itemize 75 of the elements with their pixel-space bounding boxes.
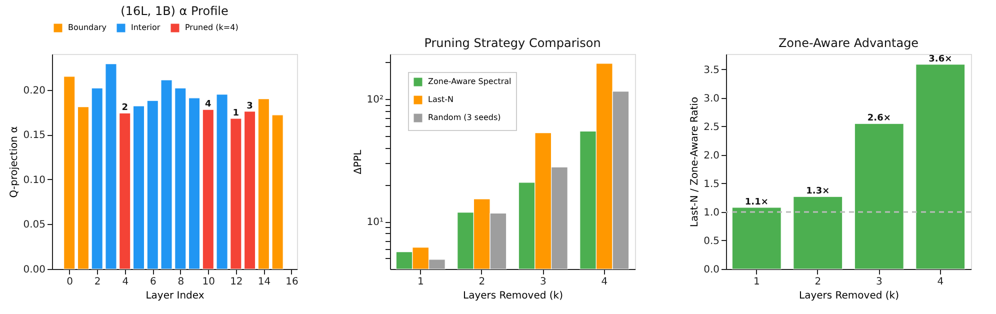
bar	[105, 64, 117, 270]
bar	[793, 196, 843, 270]
legend-label: Last-N	[428, 95, 454, 104]
x-tick-label: 1	[753, 276, 760, 288]
bar	[732, 207, 782, 270]
x-tick-label: 3	[876, 276, 882, 288]
y-tick-label: 1.0	[704, 207, 720, 218]
x-axis-title: Layers Removed (k)	[463, 290, 564, 302]
bar	[202, 109, 214, 270]
bar	[119, 112, 131, 270]
bar	[244, 111, 256, 270]
bar	[272, 114, 284, 270]
y-tick-label: 0.5	[704, 236, 720, 247]
legend-label: Interior	[131, 23, 161, 32]
x-tick-label: 4	[122, 276, 129, 288]
bar	[160, 80, 172, 270]
y-tick-label: 10¹	[366, 217, 384, 228]
y-tick-label: 2.0	[704, 150, 720, 162]
y-tick-label: 0.0	[704, 264, 720, 276]
data-label: 1.3×	[806, 186, 830, 197]
x-tick-label: 10	[202, 276, 216, 288]
legend-label: Boundary	[68, 23, 107, 32]
y-axis-title: ΔPPL	[352, 149, 364, 174]
bar	[258, 98, 270, 270]
chart-title: Zone-Aware Advantage	[778, 36, 919, 50]
x-tick-label: 0	[66, 276, 74, 288]
x-tick-label: 4	[601, 276, 608, 288]
y-tick-label: 0.10	[23, 174, 46, 186]
bar	[230, 118, 242, 270]
bar	[146, 100, 158, 270]
y-axis-title: Last-N / Zone-Aware Ratio	[690, 96, 701, 228]
x-tick-label: 8	[178, 276, 184, 288]
data-label: 1.1×	[744, 197, 768, 208]
x-tick-label: 2	[814, 276, 822, 288]
x-tick-label: 12	[230, 276, 243, 288]
y-tick-label: 0.05	[23, 220, 46, 231]
x-tick-label: 6	[150, 276, 156, 288]
bar	[216, 94, 228, 270]
y-tick-label: 3.5	[704, 64, 720, 76]
y-tick-label: 0.15	[23, 130, 46, 142]
bar	[77, 106, 90, 270]
annotation: 1	[232, 108, 240, 118]
y-tick-label: 2.5	[704, 122, 720, 133]
bar	[188, 98, 200, 270]
chart-title: (16L, 1B) α Profile	[120, 4, 228, 18]
bar	[64, 76, 76, 270]
bar	[916, 64, 966, 270]
bar	[854, 123, 904, 270]
x-axis-title: Layer Index	[146, 290, 204, 302]
annotation: 4	[205, 100, 212, 110]
legend-label: Random (3 seeds)	[428, 113, 501, 122]
x-tick-label: 3	[540, 276, 546, 288]
y-tick-label: 3.0	[704, 93, 720, 104]
data-label: 3.6×	[928, 54, 952, 64]
y-tick-label: 0.20	[23, 85, 46, 96]
bar	[132, 106, 145, 270]
bar	[174, 88, 186, 270]
x-tick-label: 1	[417, 276, 424, 288]
x-tick-label: 2	[478, 276, 486, 288]
x-axis-title: Layers Removed (k)	[799, 290, 900, 302]
y-tick-label: 10²	[366, 94, 384, 106]
x-tick-label: 14	[258, 276, 271, 288]
x-tick-label: 16	[286, 276, 298, 288]
annotation: 2	[122, 103, 128, 114]
legend-label: Zone-Aware Spectral	[428, 77, 512, 86]
data-label: 2.6×	[867, 114, 891, 124]
legend-label: Pruned (k=4)	[185, 23, 238, 32]
bar	[91, 88, 103, 270]
y-tick-label: 0.00	[23, 264, 46, 276]
x-tick-label: 4	[937, 276, 944, 288]
x-tick-label: 2	[94, 276, 101, 288]
annotation: 3	[246, 101, 253, 112]
y-axis-title: Q-projection α	[9, 126, 20, 198]
y-tick-label: 1.5	[704, 178, 720, 190]
chart-title: Pruning Strategy Comparison	[424, 36, 601, 50]
